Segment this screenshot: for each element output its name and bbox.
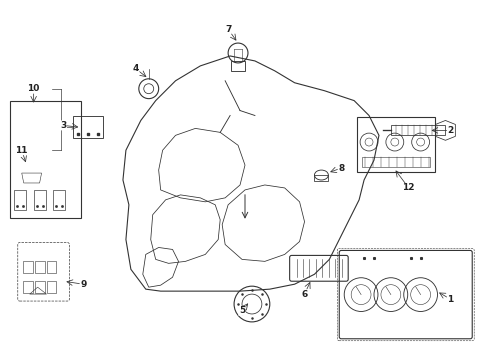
Bar (53, 190, 65, 210)
Bar (361, 157, 428, 167)
Bar (46, 281, 56, 293)
Text: 8: 8 (337, 163, 344, 172)
Bar (46, 261, 56, 273)
Text: 1: 1 (447, 294, 452, 303)
Text: 7: 7 (224, 25, 231, 34)
Bar (22, 261, 33, 273)
Text: 6: 6 (301, 289, 307, 298)
Bar (22, 281, 33, 293)
Bar (314, 175, 327, 181)
Bar (35, 261, 44, 273)
Text: 2: 2 (447, 126, 452, 135)
Bar (231, 61, 244, 71)
Bar (10, 100, 81, 218)
Bar (14, 190, 26, 210)
Text: 3: 3 (60, 121, 66, 130)
Bar (390, 125, 445, 135)
Text: 4: 4 (132, 64, 139, 73)
Bar (356, 117, 434, 172)
Text: 9: 9 (80, 280, 86, 289)
Bar (73, 117, 103, 138)
Bar (34, 190, 45, 210)
Text: 10: 10 (27, 84, 40, 93)
Text: 12: 12 (402, 184, 414, 193)
Text: 5: 5 (239, 306, 244, 315)
Bar (35, 281, 44, 293)
Text: 11: 11 (16, 146, 28, 155)
